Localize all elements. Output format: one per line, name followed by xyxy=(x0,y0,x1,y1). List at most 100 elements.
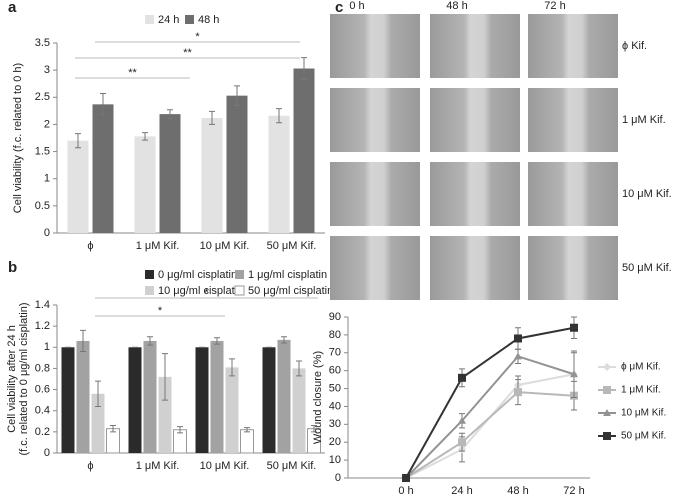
row-label: 10 μM Kif. xyxy=(622,188,672,200)
error-bar xyxy=(276,108,282,124)
y-tick-label: 40 xyxy=(329,400,341,412)
micrograph xyxy=(430,88,520,152)
x-tick-label: 10 μM Kif. xyxy=(200,240,250,252)
x-tick-label: 50 μM Kif. xyxy=(267,460,317,472)
x-tick-label: ϕ xyxy=(87,240,93,252)
y-axis-label: Cell viability after 24 h xyxy=(6,325,18,433)
micrograph xyxy=(528,14,618,78)
legend-label: 1 μM Kif. xyxy=(621,385,661,396)
error-bar xyxy=(296,360,302,377)
error-bar xyxy=(214,337,220,345)
legend-label: 1 μg/ml cisplatin xyxy=(248,269,327,281)
marker xyxy=(458,416,466,424)
y-tick-label: 1.4 xyxy=(35,299,50,311)
legend-label: 24 h xyxy=(158,14,179,26)
legend-swatch xyxy=(145,286,154,295)
bar xyxy=(195,347,209,453)
error-bar xyxy=(147,336,153,346)
significance-label: * xyxy=(195,31,200,43)
x-tick-label: 50 μM Kif. xyxy=(267,240,317,252)
y-tick-label: 2.5 xyxy=(35,91,50,103)
legend-label: 50 μg/ml cisplatin xyxy=(248,285,333,297)
x-tick-label: 1 μM Kif. xyxy=(136,240,180,252)
marker xyxy=(570,370,578,378)
bar xyxy=(226,95,248,234)
error-bar xyxy=(311,425,317,433)
error-bar xyxy=(234,85,240,106)
x-tick-label: 72 h xyxy=(563,485,584,494)
marker xyxy=(514,388,522,397)
significance-label: ** xyxy=(183,47,192,59)
x-tick-label: 10 μM Kif. xyxy=(200,460,250,472)
bar xyxy=(92,104,114,233)
legend-label: 10 μg/ml cisplatin xyxy=(158,285,243,297)
panel-label: c xyxy=(335,0,343,16)
y-tick-label: 0 xyxy=(335,472,341,484)
micrograph xyxy=(330,236,420,300)
legend-swatch xyxy=(145,15,154,24)
legend-label: ϕ μM Kif. xyxy=(621,362,661,373)
error-bar xyxy=(80,329,86,353)
y-tick-label: 3.5 xyxy=(35,37,50,49)
micrograph xyxy=(330,88,420,152)
micrograph xyxy=(430,236,520,300)
y-tick-label: 0.5 xyxy=(35,200,50,212)
bar xyxy=(91,393,105,453)
bar xyxy=(76,340,90,453)
micrograph xyxy=(528,162,618,226)
legend-label: 10 μM Kif. xyxy=(621,408,666,419)
bar xyxy=(268,115,290,233)
panel-label: b xyxy=(8,259,17,276)
y-tick-label: 2 xyxy=(44,118,50,130)
error-bar xyxy=(281,336,287,344)
significance-label: * xyxy=(204,287,209,299)
row-label: 50 μM Kif. xyxy=(622,262,672,274)
bar xyxy=(210,340,224,453)
y-tick-label: 10 xyxy=(329,454,341,466)
marker xyxy=(458,438,466,447)
error-bar xyxy=(100,92,106,116)
y-tick-label: 1.5 xyxy=(35,145,50,157)
legend-swatch xyxy=(185,15,194,24)
y-tick-label: 0 xyxy=(44,447,50,459)
bar xyxy=(159,114,181,233)
y-tick-label: 1 xyxy=(44,341,50,353)
x-tick-label: 24 h xyxy=(451,485,472,494)
error-bar xyxy=(301,57,307,80)
marker xyxy=(514,334,522,343)
legend-marker xyxy=(603,363,611,371)
y-tick-label: 70 xyxy=(329,347,341,359)
marker xyxy=(514,352,522,360)
marker xyxy=(458,373,466,382)
legend-swatch xyxy=(234,285,245,296)
bar xyxy=(158,376,172,453)
y-tick-label: 1.2 xyxy=(35,320,50,332)
y-tick-label: 3 xyxy=(44,64,50,76)
micrograph xyxy=(528,236,618,300)
column-label: 0 h xyxy=(349,0,364,12)
y-tick-label: 30 xyxy=(329,418,341,430)
micrograph xyxy=(430,14,520,78)
y-tick-label: 0.8 xyxy=(35,362,50,374)
bar xyxy=(240,429,254,454)
error-bar xyxy=(110,425,116,433)
significance-label: ** xyxy=(128,67,137,79)
legend-label: 48 h xyxy=(198,14,219,26)
y-tick-label: 0.6 xyxy=(35,383,50,395)
column-label: 48 h xyxy=(446,0,467,12)
y-tick-label: 1 xyxy=(44,173,50,185)
error-bar xyxy=(167,109,173,119)
legend-marker xyxy=(603,386,611,394)
bar xyxy=(292,368,306,453)
legend-marker xyxy=(603,409,611,416)
x-tick-label: 1 μM Kif. xyxy=(136,460,180,472)
line xyxy=(405,355,575,479)
line xyxy=(405,326,575,479)
y-axis-label: Cell viability (f.c. related to 0 h) xyxy=(12,63,24,213)
legend-label: 50 μM Kif. xyxy=(621,431,666,442)
x-tick-label: ϕ xyxy=(87,460,93,472)
row-label: ϕ Kif. xyxy=(622,40,647,52)
legend-label: 0 μg/ml cisplatin xyxy=(158,269,237,281)
marker xyxy=(570,323,578,332)
